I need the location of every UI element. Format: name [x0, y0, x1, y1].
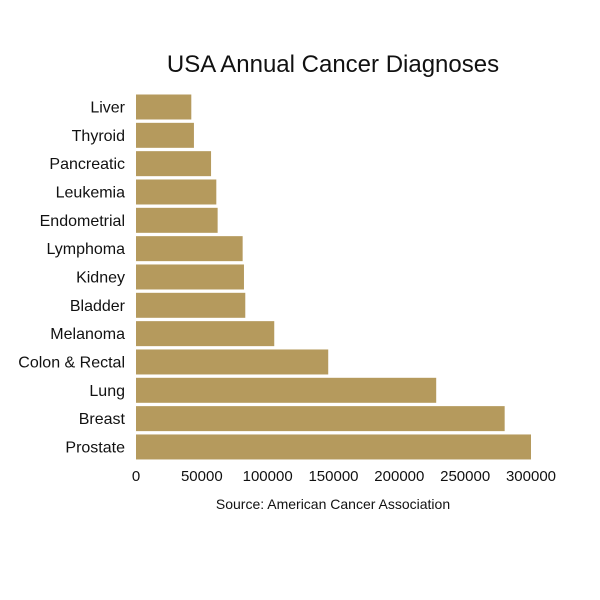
category-label-leukemia: Leukemia [56, 184, 125, 201]
bar-bladder [136, 292, 246, 318]
category-label-melanoma: Melanoma [50, 326, 125, 343]
x-tick-label: 0 [132, 468, 140, 485]
x-tick-label: 300000 [506, 468, 556, 485]
x-tick-label: 250000 [440, 468, 490, 485]
bar-liver [136, 94, 192, 120]
x-axis-label: Source: American Cancer Association [216, 496, 450, 512]
category-label-bladder: Bladder [70, 298, 126, 315]
category-labels: Liver Thyroid Pancreatic Leukemia Endometria… [18, 100, 125, 457]
x-tick-label: 150000 [308, 468, 358, 485]
bar-breast [136, 406, 505, 432]
category-label-endometrial: Endometrial [40, 213, 125, 230]
bar-lung [136, 377, 437, 403]
bar-lymphoma [136, 236, 243, 262]
category-label-prostate: Prostate [65, 439, 125, 456]
chart-title: USA Annual Cancer Diagnoses [167, 51, 499, 78]
x-tick-label: 100000 [243, 468, 293, 485]
bar-thyroid [136, 122, 194, 148]
bar-pancreatic [136, 151, 212, 177]
category-label-lung: Lung [89, 383, 125, 400]
bar-melanoma [136, 321, 275, 347]
category-label-liver: Liver [90, 100, 125, 117]
category-label-pancreatic: Pancreatic [49, 156, 125, 173]
bar-prostate [136, 434, 531, 460]
x-tick-label: 50000 [181, 468, 223, 485]
bar-endometrial [136, 207, 218, 233]
bar-colon-rectal [136, 349, 329, 375]
category-label-colon-rectal: Colon & Rectal [18, 354, 125, 371]
category-label-breast: Breast [79, 411, 126, 428]
x-axis-ticks: 0 50000 100000 150000 200000 250000 300000 [132, 468, 556, 485]
category-label-kidney: Kidney [76, 269, 125, 286]
bars-group [136, 94, 531, 460]
bar-leukemia [136, 179, 217, 205]
x-tick-label: 200000 [374, 468, 424, 485]
category-label-thyroid: Thyroid [72, 128, 125, 145]
category-label-lymphoma: Lymphoma [46, 241, 125, 258]
bar-kidney [136, 264, 244, 290]
